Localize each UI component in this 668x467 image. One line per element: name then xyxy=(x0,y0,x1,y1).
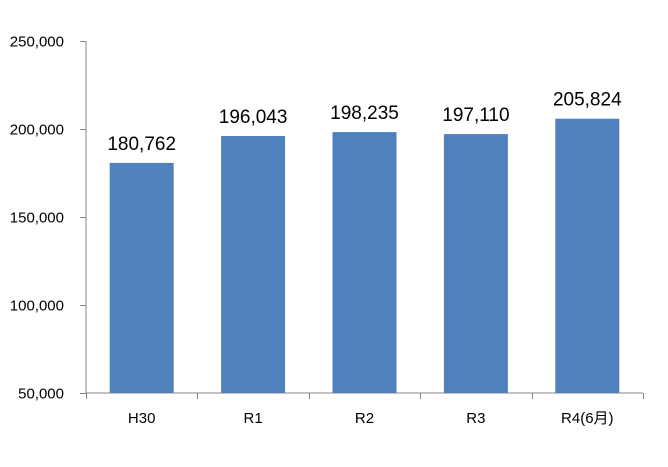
data-label-4: 197,110 xyxy=(442,105,509,126)
category-label-3: R2 xyxy=(355,410,374,427)
data-label-2: 196,043 xyxy=(219,107,288,128)
data-label-1: 180,762 xyxy=(107,134,176,155)
category-labels: H30 R1 R2 R3 R4(6月) xyxy=(128,410,614,427)
data-label-3: 198,235 xyxy=(330,103,399,124)
y-axis-ticks: 50,000 100,000 150,000 200,000 250,000 xyxy=(10,34,86,403)
y-tick-label: 100,000 xyxy=(10,298,64,315)
data-label-5: 205,824 xyxy=(553,90,622,111)
bar-series xyxy=(109,118,620,393)
bar-5 xyxy=(555,118,620,393)
category-label-2: R1 xyxy=(244,410,263,427)
y-tick-label: 50,000 xyxy=(18,386,64,403)
category-label-1: H30 xyxy=(128,410,156,427)
bar-1 xyxy=(109,162,174,393)
y-tick-label: 250,000 xyxy=(10,34,64,51)
bar-3 xyxy=(332,132,397,393)
category-label-4: R3 xyxy=(466,410,485,427)
bar-4 xyxy=(443,134,508,393)
y-tick-label: 150,000 xyxy=(10,210,64,227)
category-label-5: R4(6月) xyxy=(561,410,614,427)
bar-2 xyxy=(221,136,286,393)
data-labels: 180,762 196,043 198,235 197,110 205,824 xyxy=(107,90,622,155)
y-tick-label: 200,000 xyxy=(10,122,64,139)
